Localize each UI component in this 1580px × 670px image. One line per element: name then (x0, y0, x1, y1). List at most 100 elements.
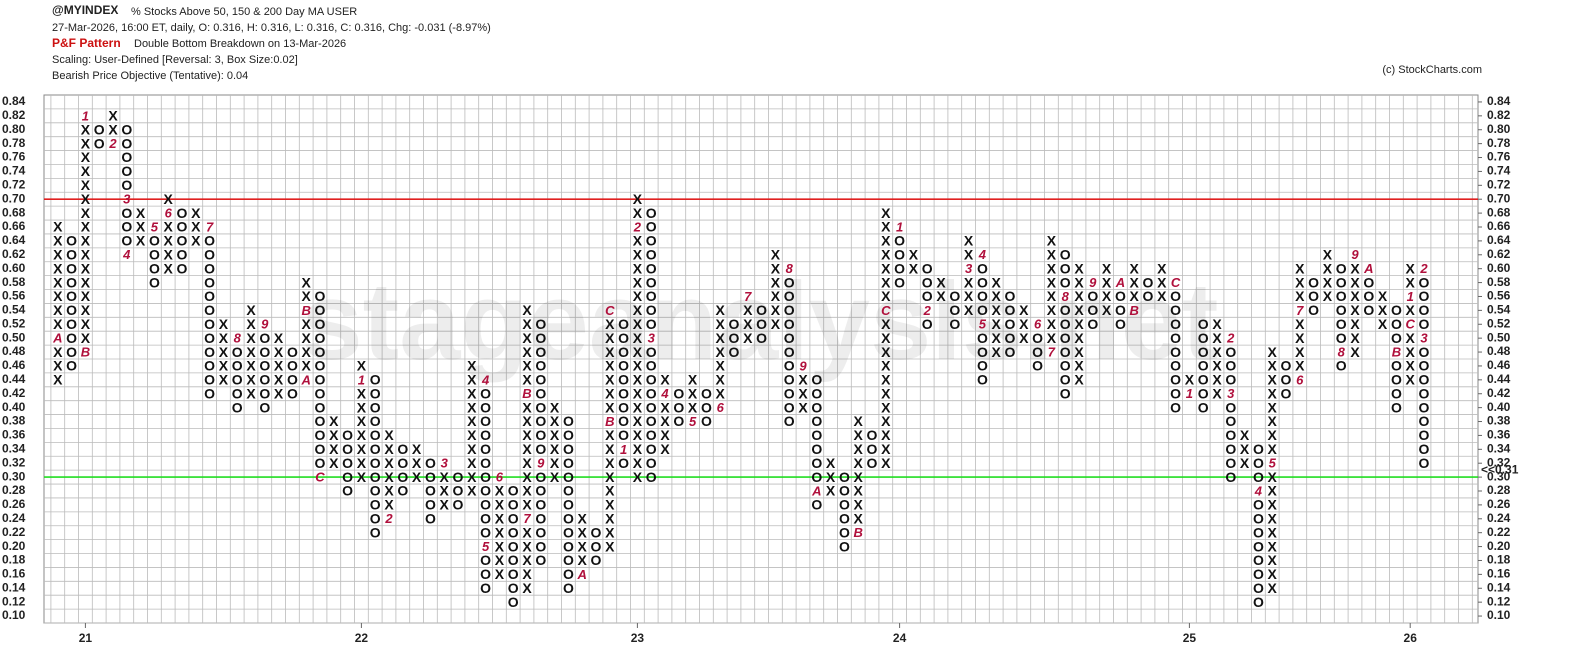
y-tick-label-right: 0.20 (1487, 539, 1511, 553)
o-box: O (1115, 302, 1126, 318)
o-box: O (1060, 372, 1071, 388)
x-box: X (81, 205, 91, 221)
x-box: X (578, 538, 588, 554)
x-box: X (716, 330, 726, 346)
x-box: X (854, 413, 864, 429)
o-box: O (204, 233, 215, 249)
x-box: X (1378, 302, 1388, 318)
o-box: O (204, 358, 215, 374)
x-box: X (1350, 302, 1360, 318)
x-box: X (826, 455, 836, 471)
x-box: X (881, 274, 891, 290)
o-box: O (149, 274, 160, 290)
x-box: X (688, 385, 698, 401)
x-box: X (164, 219, 174, 235)
o-box: O (1253, 580, 1264, 596)
o-box: O (535, 330, 546, 346)
month-mark: A (52, 331, 62, 346)
o-box: O (646, 302, 657, 318)
x-box: X (522, 524, 532, 540)
x-box: X (219, 330, 229, 346)
o-box: O (811, 413, 822, 429)
x-box: X (798, 385, 808, 401)
y-tick-label-left: 0.38 (2, 414, 26, 428)
o-box: O (1281, 372, 1292, 388)
x-box: X (881, 219, 891, 235)
y-tick-label-left: 0.48 (2, 344, 26, 358)
x-box: X (1268, 552, 1278, 568)
x-box: X (1268, 441, 1278, 457)
o-box: O (204, 372, 215, 388)
x-box: X (743, 316, 753, 332)
y-tick-label-right: 0.70 (1487, 191, 1511, 205)
x-box: X (81, 246, 91, 262)
o-box: O (342, 427, 353, 443)
o-box: O (480, 580, 491, 596)
x-box: X (578, 524, 588, 540)
x-box: X (191, 205, 201, 221)
x-box: X (1295, 330, 1305, 346)
x-box: X (274, 344, 284, 360)
x-box: X (246, 372, 256, 388)
month-mark: B (1392, 344, 1401, 359)
x-box: X (384, 455, 394, 471)
pf-column: XXX (412, 441, 422, 485)
o-box: O (811, 469, 822, 485)
y-tick-label-right: 0.42 (1487, 386, 1511, 400)
o-box: O (618, 455, 629, 471)
o-box: O (1391, 399, 1402, 415)
o-box: O (1060, 344, 1071, 360)
x-box: X (1406, 344, 1416, 360)
o-box: O (1225, 399, 1236, 415)
o-box: O (370, 455, 381, 471)
x-box: X (1268, 399, 1278, 415)
o-box: O (1336, 316, 1347, 332)
x-box: X (384, 441, 394, 457)
x-box: X (384, 483, 394, 499)
x-box: X (81, 135, 91, 151)
scaling: Scaling: User-Defined [Reversal: 3, Box … (52, 54, 298, 66)
x-box: X (1047, 233, 1057, 249)
x-box: X (1212, 330, 1222, 346)
x-box: X (605, 455, 615, 471)
pf-column: OOO (591, 524, 602, 568)
o-box: O (121, 219, 132, 235)
y-tick-label-left: 0.42 (2, 386, 26, 400)
x-box: X (302, 330, 312, 346)
symbol: @MYINDEX (52, 3, 118, 17)
o-box: O (1253, 469, 1264, 485)
x-box: X (605, 497, 615, 513)
x-box: X (633, 288, 643, 304)
o-box: O (1060, 316, 1071, 332)
o-box: O (949, 288, 960, 304)
y-tick-label-left: 0.82 (2, 108, 26, 122)
x-box: X (522, 566, 532, 582)
o-box: O (729, 344, 740, 360)
o-box: O (894, 274, 905, 290)
o-box: O (1419, 316, 1430, 332)
x-box: X (357, 469, 367, 485)
o-box: O (1060, 302, 1071, 318)
y-tick-label-left: 0.28 (2, 483, 26, 497)
x-box: X (633, 372, 643, 388)
month-mark: A (301, 372, 311, 387)
month-mark: 6 (496, 470, 504, 485)
o-box: O (480, 510, 491, 526)
o-box: O (1005, 288, 1016, 304)
o-box: O (315, 399, 326, 415)
o-box: O (839, 483, 850, 499)
o-box: O (563, 413, 574, 429)
x-box: X (81, 219, 91, 235)
o-box: O (535, 385, 546, 401)
month-mark: 9 (537, 456, 545, 471)
x-box: X (881, 358, 891, 374)
x-box: X (1350, 274, 1360, 290)
o-box: O (1087, 288, 1098, 304)
x-box: X (909, 246, 919, 262)
